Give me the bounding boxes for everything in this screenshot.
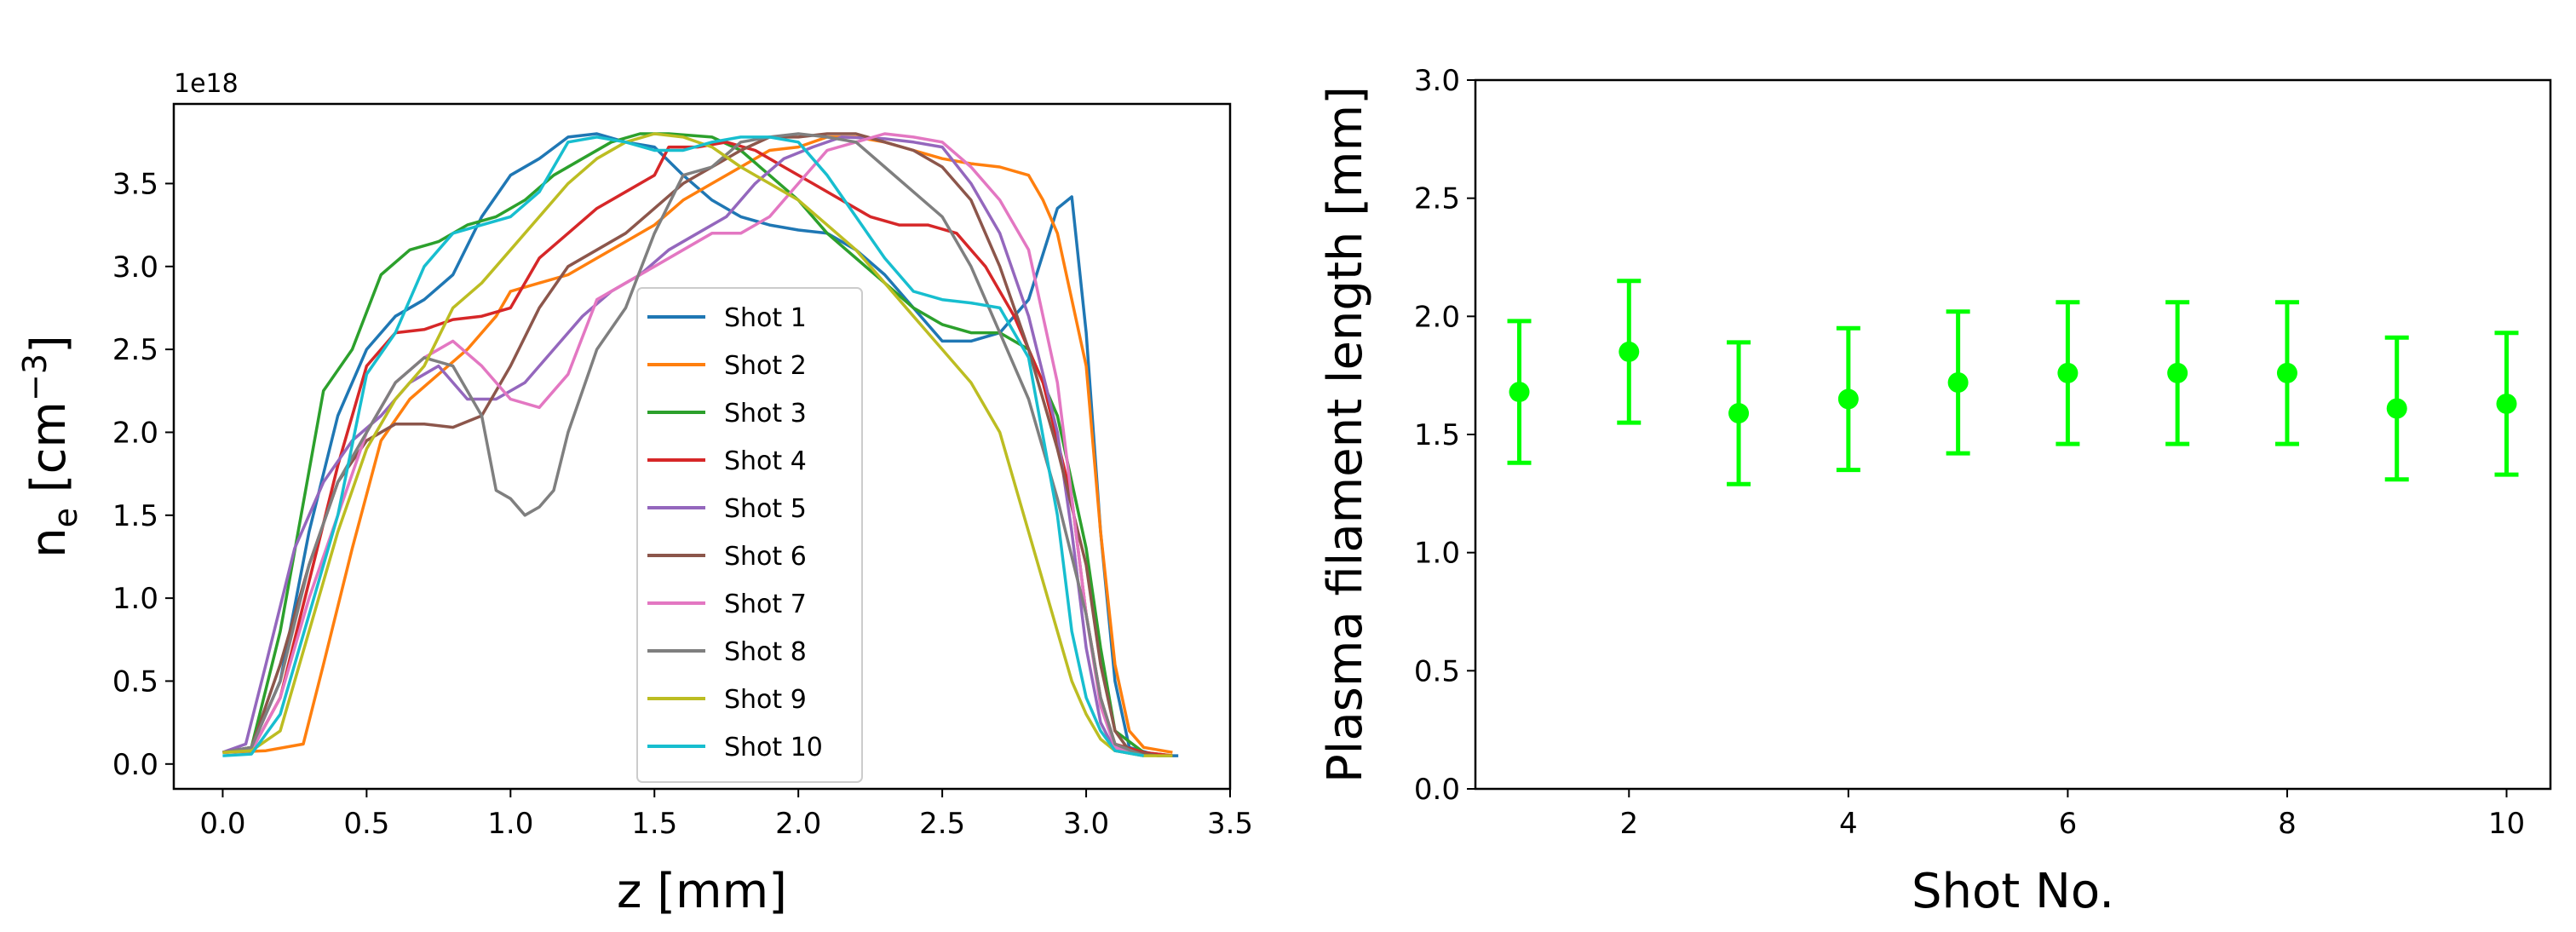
right-y-axis: 0.0 0.5 1.0 1.5 2.0 2.5 3.0 — [1414, 64, 1475, 807]
data-point — [2165, 300, 2190, 446]
left-offset-text: 1e18 — [174, 69, 239, 99]
series-line-shot-1 — [222, 132, 1179, 757]
y-tick-label: 1.0 — [112, 582, 158, 616]
series-line-shot-9 — [222, 132, 1173, 757]
point-marker — [1728, 403, 1750, 424]
x-tick-label: 0.0 — [199, 807, 245, 841]
right-chart-points — [1507, 279, 2519, 486]
left-chart: 0.0 0.5 1.0 1.5 2.0 2.5 3.0 3.5 0.0 0.5 1.0 1.5 2.0… — [16, 69, 1253, 919]
x-tick-label: 1.5 — [631, 807, 677, 841]
x-tick-label: 2.0 — [775, 807, 821, 841]
y-tick-label: 0.5 — [112, 664, 158, 699]
y-tick-label: 2.0 — [112, 416, 158, 450]
right-plot-frame — [1474, 78, 2552, 791]
right-chart: 2 4 6 8 10 0.0 0.5 1.0 1.5 2.0 2.5 3.0 Shot No. Pl… — [1318, 64, 2552, 919]
y-tick-label: 1.0 — [1414, 537, 1460, 571]
point-marker — [1619, 341, 1640, 362]
x-tick-label: 8 — [2278, 807, 2297, 841]
y-tick-label: 0.0 — [1414, 773, 1460, 807]
right-x-axis: 2 4 6 8 10 — [1619, 789, 2525, 841]
legend-label: Shot 8 — [724, 637, 807, 667]
left-x-axis: 0.0 0.5 1.0 1.5 2.0 2.5 3.0 3.5 — [199, 789, 1253, 841]
left-plot-frame — [172, 102, 1232, 791]
legend-label: Shot 5 — [724, 494, 807, 524]
legend-label: Shot 7 — [724, 590, 807, 619]
legend-label: Shot 10 — [724, 733, 823, 762]
x-tick-label: 1.0 — [487, 807, 533, 841]
legend-label: Shot 6 — [724, 542, 807, 572]
y-tick-label: 3.0 — [112, 250, 158, 285]
y-tick-label: 1.5 — [1414, 418, 1460, 452]
series-line-shot-10 — [222, 135, 1144, 757]
point-marker — [2167, 362, 2188, 383]
point-marker — [2057, 362, 2079, 383]
legend-label: Shot 4 — [724, 446, 807, 476]
legend-label: Shot 1 — [724, 303, 807, 333]
x-tick-label: 10 — [2488, 807, 2525, 841]
left-legend: Shot 1 Shot 2 Shot 3 Shot 4 Shot 5 Shot 6 Shot… — [636, 287, 863, 783]
y-tick-label: 0.5 — [1414, 654, 1460, 688]
point-marker — [1947, 371, 1969, 393]
data-point — [1836, 325, 1860, 473]
legend-label: Shot 2 — [724, 351, 807, 381]
x-tick-label: 2 — [1619, 807, 1638, 841]
y-tick-label: 1.5 — [112, 499, 158, 533]
y-tick-label: 2.5 — [1414, 182, 1460, 216]
data-point — [2384, 335, 2409, 482]
x-tick-label: 6 — [2059, 807, 2078, 841]
series-line-shot-8 — [222, 132, 1145, 757]
point-marker — [1837, 388, 1859, 410]
x-tick-label: 2.5 — [919, 807, 965, 841]
data-point — [1507, 319, 1532, 465]
legend-label: Shot 9 — [724, 685, 807, 715]
y-tick-label: 3.5 — [112, 167, 158, 201]
left-chart-lines — [221, 132, 1179, 757]
left-y-axis-label: ne [cm−3] — [16, 335, 84, 558]
x-tick-label: 4 — [1839, 807, 1858, 841]
data-point — [1617, 279, 1642, 425]
legend-label: Shot 3 — [724, 399, 807, 429]
point-marker — [2276, 362, 2297, 383]
right-x-axis-label: Shot No. — [1912, 864, 2114, 919]
data-point — [2056, 300, 2080, 446]
data-point — [2274, 300, 2299, 446]
left-x-axis-label: z [mm] — [617, 864, 787, 919]
x-tick-label: 3.5 — [1207, 807, 1253, 841]
data-point — [1946, 309, 1970, 456]
point-marker — [2386, 398, 2407, 419]
y-tick-label: 2.0 — [1414, 300, 1460, 334]
y-tick-label: 2.5 — [112, 333, 158, 367]
right-y-axis-label: Plasma filament length [mm] — [1318, 86, 1373, 783]
data-point — [2494, 331, 2519, 477]
x-tick-label: 3.0 — [1063, 807, 1109, 841]
data-point — [1727, 340, 1751, 486]
left-y-axis: 0.0 0.5 1.0 1.5 2.0 2.5 3.0 3.5 — [112, 167, 174, 782]
x-tick-label: 0.5 — [343, 807, 389, 841]
point-marker — [1509, 382, 1530, 403]
y-tick-label: 0.0 — [112, 748, 158, 782]
point-marker — [2496, 393, 2517, 414]
y-tick-label: 3.0 — [1414, 64, 1460, 98]
